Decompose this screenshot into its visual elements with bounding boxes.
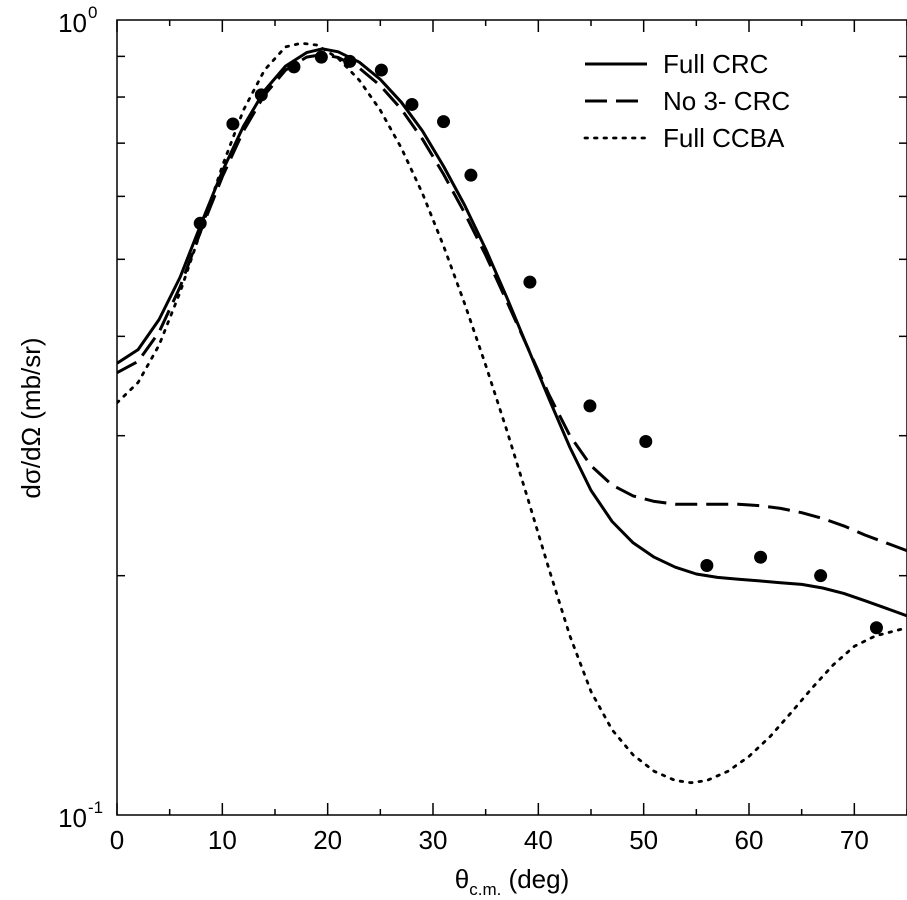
x-tick-label: 70 xyxy=(840,825,869,855)
data-point xyxy=(700,558,714,572)
y-tick-label: 10 xyxy=(58,8,87,38)
x-tick-label: 30 xyxy=(419,825,448,855)
data-point xyxy=(754,550,768,564)
data-point xyxy=(254,88,268,102)
data-point xyxy=(869,621,883,635)
x-tick-label: 60 xyxy=(735,825,764,855)
data-point xyxy=(193,216,207,230)
data-point xyxy=(464,168,478,182)
data-point xyxy=(374,63,388,77)
data-point xyxy=(343,54,357,68)
y-axis-label: dσ/dΩ (mb/sr) xyxy=(16,337,46,498)
x-axis-label-symbol: θ xyxy=(455,864,469,894)
x-axis-label-subscript: c.m. xyxy=(469,880,501,899)
legend-label: Full CCBA xyxy=(663,123,785,153)
series-line-no-3-crc xyxy=(117,53,907,553)
data-point xyxy=(226,117,240,131)
legend-label: Full CRC xyxy=(663,49,768,79)
data-point xyxy=(523,275,537,289)
y-tick-label: 10 xyxy=(58,803,87,833)
plot-frame xyxy=(116,19,907,816)
x-axis-label-unit: (deg) xyxy=(501,864,569,894)
x-axis-label: θc.m. (deg) xyxy=(455,864,570,899)
x-tick-label: 0 xyxy=(110,825,124,855)
x-tick-label: 10 xyxy=(208,825,237,855)
legend-label: No 3- CRC xyxy=(663,86,790,116)
data-point xyxy=(814,569,828,583)
data-points xyxy=(193,50,883,635)
y-tick-label-exponent: 0 xyxy=(88,3,97,22)
y-tick-label-exponent: -1 xyxy=(88,798,103,817)
series-line-full-ccba xyxy=(117,41,907,785)
data-point xyxy=(287,60,301,74)
series-layer xyxy=(117,41,907,785)
data-point xyxy=(639,434,653,448)
axis-ticks xyxy=(116,20,907,815)
data-point xyxy=(405,97,419,111)
series-line-full-crc xyxy=(117,47,907,618)
x-tick-label: 40 xyxy=(524,825,553,855)
data-point xyxy=(583,399,597,413)
data-point xyxy=(314,50,328,64)
x-tick-label: 50 xyxy=(629,825,658,855)
legend: Full CRC No 3- CRC Full CCBA xyxy=(583,49,790,153)
data-point xyxy=(437,115,451,129)
x-tick-label: 20 xyxy=(313,825,342,855)
